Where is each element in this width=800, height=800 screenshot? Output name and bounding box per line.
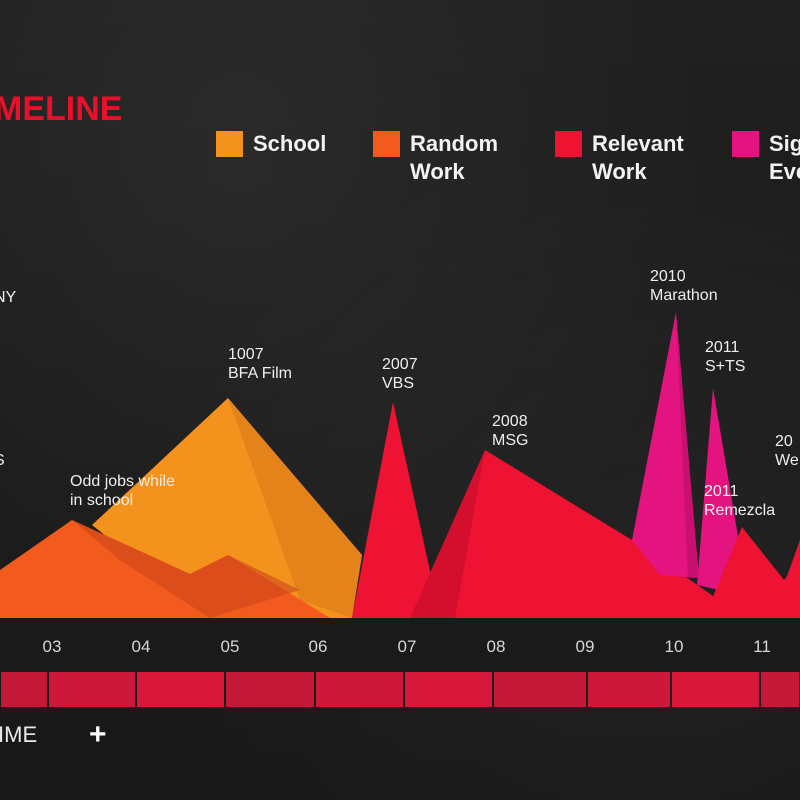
chart-title: MELINE [0,90,123,128]
legend-label-school: School [253,131,327,156]
area-relevant-work-right [772,540,800,618]
x-tick-label: 03 [43,637,62,656]
chart-areas [0,312,800,618]
x-tick-label: 08 [487,637,506,656]
area-random-work-shade [72,520,300,618]
annotation-label: Remezcla [704,502,775,519]
area-school-bfa-film-shadow [228,398,362,618]
timeline-segment [405,672,492,707]
x-tick-label: 06 [309,637,328,656]
area-events-sts [697,388,742,592]
timeline-segment [226,672,314,707]
annotation-label: 2011 [704,483,739,500]
area-events-marathon [632,312,699,578]
annotation-label: 2008 [492,413,528,430]
legend-item-school: School [216,130,326,158]
legend-item-random-work: Random Work [373,130,498,186]
x-tick-label: 10 [665,637,684,656]
legend-label-relevant-work: Relevant Work [592,131,684,184]
time-label: IME [0,722,38,747]
annotation-label: 20 [775,433,793,450]
timeline-segment [761,672,799,707]
add-button[interactable]: + [89,718,107,751]
annotation-label: 2010 [650,268,686,285]
area-relevant-work-remezcla [704,527,800,618]
timeline-segment [494,672,586,707]
x-axis-ticks: 03 04 05 06 07 08 09 10 11 [43,637,771,656]
timeline-segment [588,672,670,707]
annotation-label: 2007 [382,356,418,373]
area-events-marathon-shade [676,312,699,578]
timeline-bar [1,672,799,707]
timeline-segment [1,672,47,707]
annotation-label: Odd jobs while [70,473,175,490]
annotation-label: We [775,452,799,469]
legend-swatch-significant-events [732,131,759,157]
timeline-segment [49,672,135,707]
x-tick-label: 04 [132,637,151,656]
legend-swatch-school [216,131,243,157]
area-relevant-work-vbs [352,402,440,618]
annotation-label: VBS [382,375,414,392]
legend-label-random-work: Random Work [410,131,498,184]
annotation-label: MSG [492,432,528,449]
area-relevant-work-msg-shade [410,450,485,618]
annotation-label: BFA Film [228,365,292,382]
chart-annotations: NY S Odd jobs while in school 1007 BFA Film 20… [0,268,799,519]
legend-item-relevant-work: Relevant Work [555,130,684,186]
annotation-label: 1007 [228,346,264,363]
axis-band [0,618,800,672]
annotation-label: S [0,452,5,469]
x-tick-label: 05 [221,637,240,656]
annotation-label: Marathon [650,287,718,304]
annotation-label: NY [0,289,17,306]
x-tick-label: 09 [576,637,595,656]
annotation-label: S+TS [705,358,745,375]
timeline-segment [672,672,759,707]
area-relevant-work-msg [410,450,716,618]
timeline-segment [137,672,224,707]
x-tick-label: 11 [753,637,771,656]
legend-swatch-relevant-work [555,131,582,157]
timeline-segment [316,672,403,707]
legend-item-significant-events: Sig Eve [732,130,800,186]
x-tick-label: 07 [398,637,417,656]
annotation-label: in school [70,492,133,509]
legend-label-significant-events: Sig Eve [769,131,800,184]
legend-swatch-random-work [373,131,400,157]
annotation-label: 2011 [705,339,740,356]
